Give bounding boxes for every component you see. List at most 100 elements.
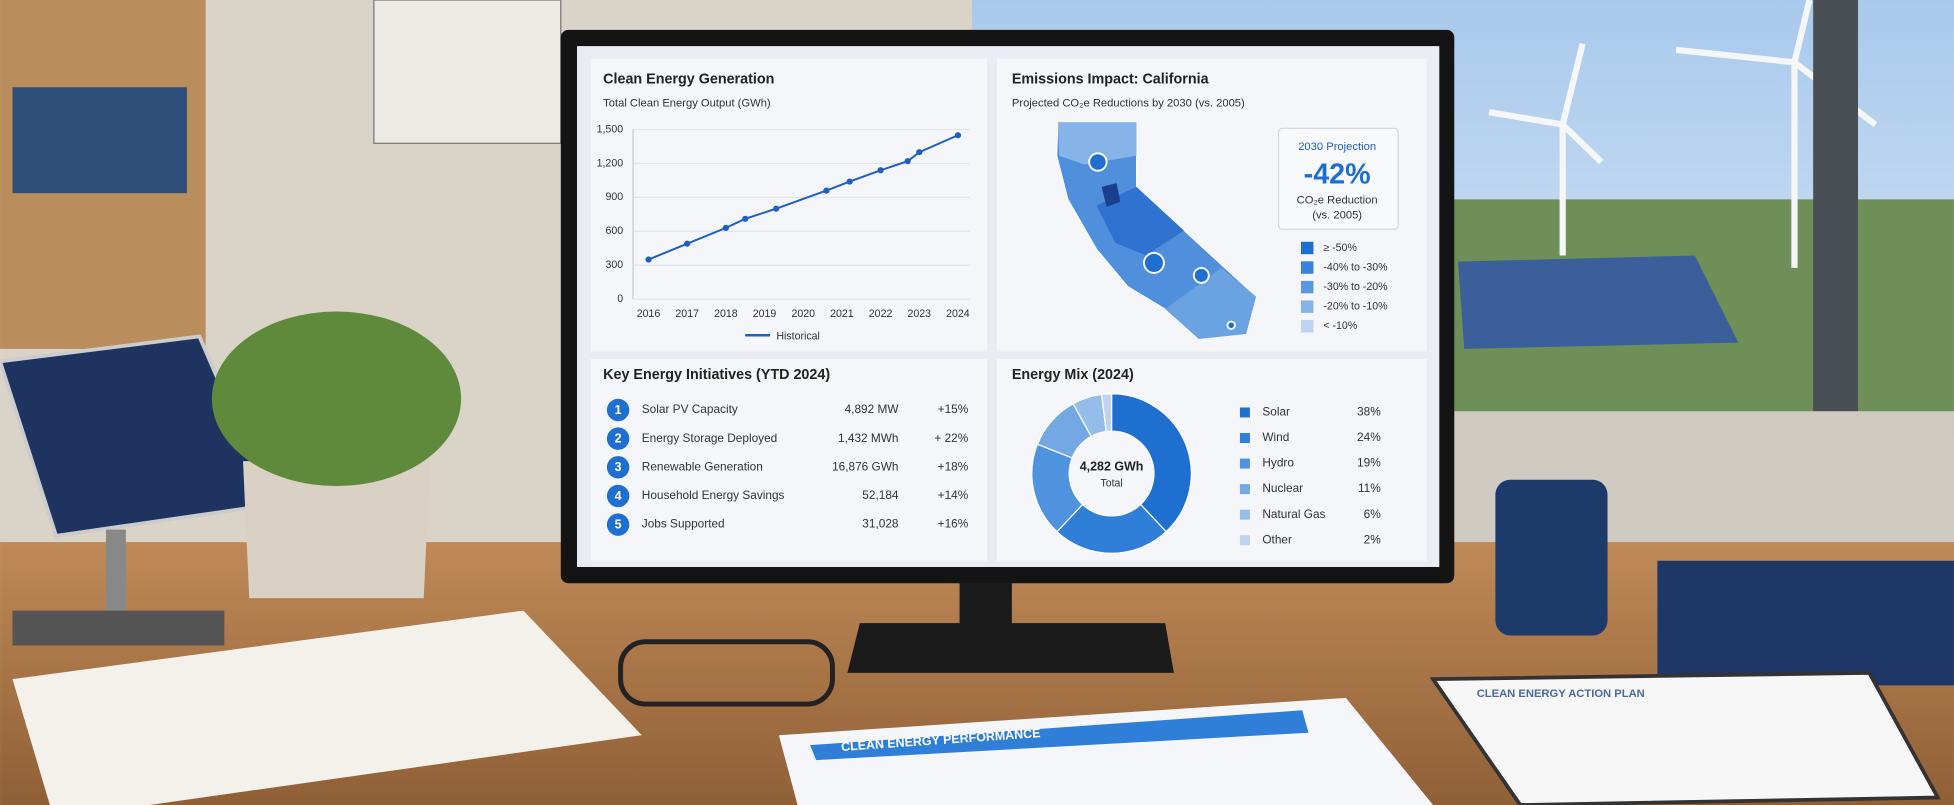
point — [645, 256, 652, 263]
legend-label: < -10% — [1323, 320, 1357, 332]
point — [904, 158, 911, 165]
data-label: 2% — [1364, 532, 1382, 546]
x-tick-label: 2018 — [714, 308, 738, 320]
y-tick-label: 1,500 — [597, 123, 624, 135]
whiteboard — [373, 0, 562, 144]
row-change: +14% — [938, 488, 969, 502]
legend-label: Hydro — [1262, 456, 1294, 470]
monitor-neck — [959, 579, 1012, 630]
x-tick-label: 2022 — [869, 308, 893, 320]
panel-stand — [105, 529, 126, 617]
window-frame — [1813, 0, 1859, 449]
legend-label: ≥ -50% — [1323, 242, 1357, 254]
x-tick-label: 2024 — [946, 308, 970, 320]
notebooks — [1657, 560, 1954, 686]
y-tick-label: 300 — [605, 259, 623, 271]
row-value: 1,432 MWh — [838, 431, 898, 445]
x-tick-label: 2020 — [791, 308, 815, 320]
row-value: 31,028 — [862, 517, 899, 531]
projection-box — [1277, 127, 1399, 230]
row-value: 16,876 GWh — [832, 459, 898, 473]
panel-title: Emissions Impact: California — [1012, 72, 1210, 88]
legend-swatch — [1239, 509, 1250, 520]
point — [846, 178, 853, 185]
solar-farm — [1458, 255, 1739, 349]
clipboard — [1429, 671, 1941, 805]
donut-slice — [1100, 393, 1113, 433]
projection-caption: CO₂e Reduction — [1297, 195, 1378, 207]
legend-label: -30% to -20% — [1323, 281, 1388, 293]
row-badge — [606, 427, 630, 450]
panel-subtitle: Projected CO₂e Reductions by 2030 (vs. 2… — [1012, 97, 1245, 109]
y-tick-label: 600 — [605, 225, 623, 237]
pot — [243, 461, 430, 599]
report-banner — [810, 710, 1309, 761]
projection-note: (vs. 2005) — [1312, 210, 1362, 222]
map-region — [1057, 122, 1137, 165]
donut-slice — [1110, 393, 1192, 533]
row-change: +16% — [938, 517, 969, 531]
point — [773, 205, 780, 212]
legend-swatch — [1239, 433, 1250, 443]
point — [823, 187, 830, 194]
legend-label: Natural Gas — [1262, 507, 1325, 521]
x-tick-label: 2019 — [753, 308, 777, 320]
panel-base — [12, 610, 225, 646]
point — [684, 240, 691, 247]
row-change: +18% — [938, 459, 969, 473]
panel-title: Clean Energy Generation — [603, 72, 774, 88]
y-tick-label: 900 — [605, 191, 623, 203]
point — [742, 215, 749, 222]
legend-label: -40% to -30% — [1323, 261, 1388, 273]
row-badge — [606, 398, 630, 422]
point — [877, 167, 884, 174]
legend-swatch — [1300, 241, 1314, 255]
row-badge — [606, 456, 630, 479]
charts: 0 300 600 900 1,200 1,500 2016 2017 2018 2019 2020… — [597, 123, 1388, 554]
y-tick-label: 0 — [617, 293, 623, 305]
panel-title: Key Energy Initiatives (YTD 2024) — [603, 367, 830, 383]
legend-swatch — [1239, 484, 1250, 495]
row-number: 5 — [615, 518, 622, 532]
row-name: Solar PV Capacity — [642, 402, 738, 416]
legend-label: Historical — [776, 330, 820, 342]
panel-title: Energy Mix (2024) — [1012, 367, 1134, 383]
data-label: 19% — [1357, 456, 1381, 470]
plan-title: CLEAN ENERGY ACTION PLAN — [1477, 688, 1645, 700]
donut-slice — [1056, 503, 1168, 554]
point — [916, 149, 923, 156]
legend-swatch — [1300, 300, 1314, 313]
map-region — [1101, 183, 1121, 207]
data-label: 24% — [1357, 430, 1381, 444]
row-change: + 22% — [934, 431, 968, 445]
row-number: 1 — [615, 403, 622, 417]
panel — [590, 358, 987, 561]
row-name: Renewable Generation — [642, 459, 763, 473]
row-value: 4,892 MW — [845, 402, 900, 416]
legend-label: Solar — [1262, 405, 1290, 419]
legend-label: Nuclear — [1262, 481, 1303, 495]
legend-swatch — [1300, 261, 1314, 274]
map-markers — [1088, 152, 1236, 330]
row-badge — [606, 484, 630, 508]
mug — [1495, 479, 1608, 636]
data-label: 38% — [1357, 405, 1381, 419]
data-label: 6% — [1364, 507, 1382, 521]
row-badge — [606, 513, 630, 536]
panel-subtitle: Total Clean Energy Output (GWh) — [603, 97, 771, 109]
legend-label: Other — [1262, 532, 1292, 546]
books — [12, 87, 187, 194]
data-label: 11% — [1358, 481, 1381, 495]
row-number: 2 — [615, 432, 622, 446]
x-tick-label: 2016 — [637, 308, 661, 320]
center-value: 4,282 GWh — [1080, 460, 1144, 474]
point — [954, 132, 962, 139]
glasses — [618, 639, 835, 707]
map-region — [1096, 186, 1184, 256]
x-tick-label: 2023 — [907, 308, 931, 320]
legend-swatch — [1300, 320, 1314, 333]
x-tick-label: 2021 — [830, 308, 854, 320]
legend-label: -20% to -10% — [1323, 300, 1388, 312]
monitor-base — [847, 623, 1174, 673]
projection-label: 2030 Projection — [1298, 141, 1376, 153]
